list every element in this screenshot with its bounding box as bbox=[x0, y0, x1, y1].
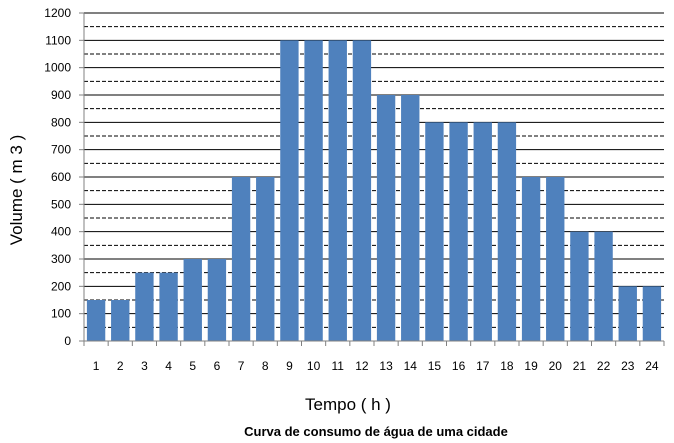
x-tick-label: 20 bbox=[549, 359, 563, 373]
bar bbox=[570, 231, 589, 341]
x-tick-label: 11 bbox=[332, 359, 345, 373]
x-tick-label: 17 bbox=[476, 359, 490, 373]
y-tick-label: 1000 bbox=[44, 61, 71, 75]
y-tick-label: 300 bbox=[51, 252, 71, 266]
x-tick-label: 9 bbox=[286, 359, 293, 373]
y-axis-label: Volume ( m 3 ) bbox=[7, 135, 26, 246]
bar bbox=[449, 122, 468, 341]
x-tick-label: 1 bbox=[93, 359, 100, 373]
bar bbox=[135, 272, 154, 341]
x-tick-label: 2 bbox=[117, 359, 124, 373]
y-tick-label: 1100 bbox=[45, 33, 71, 47]
bar bbox=[473, 122, 492, 341]
bar bbox=[376, 95, 396, 341]
x-tick-label: 19 bbox=[524, 359, 538, 373]
x-tick-label: 3 bbox=[141, 359, 148, 373]
y-tick-label: 700 bbox=[51, 143, 71, 157]
x-tick-label: 23 bbox=[621, 359, 635, 373]
x-tick-label: 24 bbox=[645, 359, 659, 373]
axes bbox=[79, 12, 665, 346]
bars bbox=[86, 40, 662, 341]
bar bbox=[280, 40, 299, 341]
bar bbox=[594, 231, 613, 341]
x-tick-label: 18 bbox=[500, 359, 514, 373]
y-tick-label: 800 bbox=[51, 115, 71, 129]
bar bbox=[521, 177, 541, 341]
bar bbox=[618, 286, 637, 341]
bar bbox=[425, 122, 444, 341]
y-tick-label: 0 bbox=[64, 334, 71, 348]
bar bbox=[328, 40, 347, 341]
x-tick-label: 21 bbox=[573, 359, 587, 373]
bar bbox=[401, 95, 420, 341]
bar bbox=[546, 177, 565, 341]
grid-lines bbox=[84, 12, 664, 328]
y-tick-label: 100 bbox=[51, 307, 71, 321]
x-tick-label: 8 bbox=[262, 359, 269, 373]
x-tick-label: 22 bbox=[597, 359, 611, 373]
x-tick-label: 4 bbox=[165, 359, 172, 373]
bar bbox=[497, 122, 517, 341]
x-tick-label: 12 bbox=[355, 359, 369, 373]
y-tick-label: 600 bbox=[51, 170, 71, 184]
bar bbox=[207, 259, 227, 341]
bar bbox=[159, 272, 178, 341]
x-tick-label: 5 bbox=[189, 359, 196, 373]
bar bbox=[642, 286, 662, 341]
x-tick-label: 14 bbox=[404, 359, 418, 373]
y-tick-label: 1200 bbox=[44, 6, 71, 20]
bar bbox=[86, 300, 106, 341]
bar bbox=[352, 40, 372, 341]
y-tick-label: 200 bbox=[51, 279, 71, 293]
x-tick-label: 6 bbox=[214, 359, 221, 373]
bar bbox=[183, 259, 202, 341]
chart-caption: Curva de consumo de água de uma cidade bbox=[244, 424, 508, 439]
x-tick-label: 16 bbox=[452, 359, 466, 373]
x-tick-label: 13 bbox=[379, 359, 393, 373]
y-tick-labels: 0 100 200 300 400 500 600 700 800 900 1000 1100 1200 bbox=[44, 6, 71, 348]
x-tick-label: 7 bbox=[238, 359, 245, 373]
bar bbox=[231, 177, 251, 341]
x-tick-label: 15 bbox=[428, 359, 442, 373]
x-tick-labels: 1 2 3 4 5 6 7 8 9 10 11 12 13 14 15 16 17 18 19 20 21 22 23 24 bbox=[93, 359, 659, 373]
bar bbox=[256, 177, 275, 341]
y-tick-label: 400 bbox=[51, 225, 71, 239]
bar bbox=[111, 300, 130, 341]
y-tick-label: 500 bbox=[51, 197, 71, 211]
x-axis-label: Tempo ( h ) bbox=[305, 395, 391, 414]
x-tick-label: 10 bbox=[307, 359, 321, 373]
bar bbox=[304, 40, 323, 341]
y-tick-label: 900 bbox=[51, 88, 71, 102]
